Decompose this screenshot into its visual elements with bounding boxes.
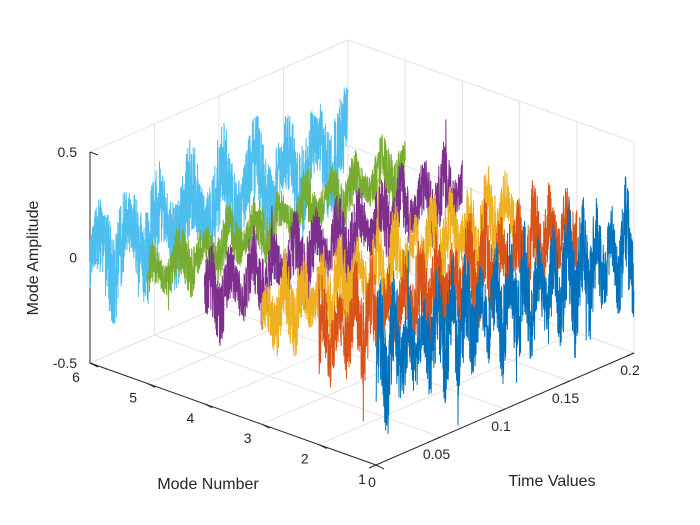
tick-labels: 0 0.05 0.1 0.15 0.2 1 2 3 4 5 6-0.5 0 0.5 [53,144,640,490]
z-tick-label: -0.5 [53,355,77,371]
x-tick-label: 0.1 [491,418,511,434]
x-tick-label: 0 [368,474,376,490]
x-tick-mark [626,352,635,357]
y-tick-label: 3 [244,430,252,446]
z-tick-label: 0 [69,250,77,266]
x-tick-mark [433,436,441,441]
grid-line [154,334,441,438]
x-tick-label: 0.05 [423,446,450,462]
x-tick-mark [368,464,377,469]
series-line-mode-6 [89,87,349,325]
x-tick-label: 0.15 [552,390,579,406]
grid-line [347,39,635,143]
y-tick-label: 1 [358,471,366,487]
y-tick-mark [375,464,385,470]
y-axis-line [89,362,377,466]
series-group [89,87,635,435]
x-axis-label: Time Values [508,473,595,490]
x-tick-mark [562,380,570,385]
y-tick-label: 5 [129,389,137,405]
series-line-mode-1 [375,176,635,435]
y-tick-mark [318,444,328,450]
y-tick-mark [204,403,213,409]
series-line-mode-2 [318,180,578,422]
z-axis-label: Mode Amplitude [25,201,42,316]
z-tick-label: 0.5 [58,144,78,160]
y-tick-label: 4 [187,410,195,426]
x-tick-mark [497,408,506,413]
y-tick-mark [261,423,270,429]
z-tick-mark [89,151,99,156]
y-axis-label: Mode Number [157,476,259,493]
y-tick-label: 2 [301,451,309,467]
y-tick-mark [146,382,156,388]
z-tick-mark [89,362,99,367]
x-tick-label: 0.2 [620,362,640,378]
series-line-mode-4 [203,119,463,346]
y-tick-label: 6 [72,369,80,385]
grid-line [89,39,349,153]
